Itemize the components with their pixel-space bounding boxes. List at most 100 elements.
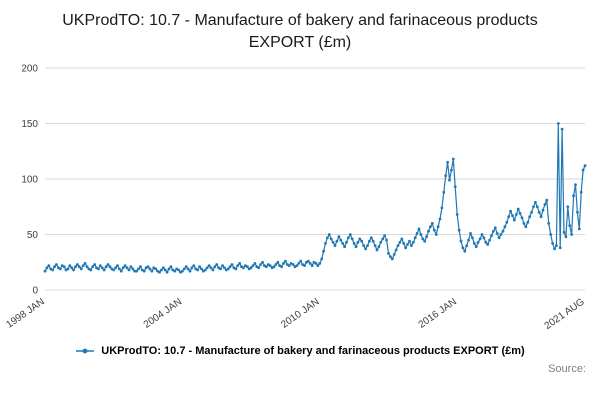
data-point — [177, 268, 181, 272]
data-point — [343, 245, 346, 249]
data-point — [314, 262, 318, 265]
data-point — [562, 231, 566, 234]
data-point — [66, 267, 70, 271]
data-point — [524, 225, 528, 229]
data-point — [541, 208, 545, 212]
data-point — [511, 214, 514, 218]
data-point — [530, 211, 533, 214]
legend-item[interactable]: UKProdTO: 10.7 - Manufacture of bakery a… — [0, 345, 600, 357]
data-point — [337, 235, 341, 239]
data-point — [362, 244, 366, 248]
data-point — [261, 261, 264, 264]
data-point — [253, 262, 257, 265]
data-point — [268, 264, 272, 268]
data-point — [76, 263, 79, 267]
data-point — [377, 245, 381, 249]
data-point — [335, 239, 339, 243]
data-point — [53, 265, 56, 269]
data-point — [451, 157, 455, 161]
data-point — [43, 269, 47, 273]
data-point — [299, 259, 303, 263]
data-point — [173, 269, 177, 273]
data-point — [505, 221, 509, 224]
data-point — [119, 269, 123, 273]
data-point — [98, 264, 102, 268]
data-point — [339, 238, 343, 242]
data-point — [350, 237, 354, 241]
legend-marker-icon — [76, 348, 95, 354]
data-point — [354, 245, 358, 249]
x-tick-label: 2010 JAN — [279, 297, 321, 331]
data-point — [516, 207, 520, 211]
data-point — [465, 244, 469, 248]
data-point — [419, 233, 423, 237]
data-point — [215, 263, 219, 267]
data-point — [484, 241, 488, 244]
data-point — [264, 265, 268, 269]
data-point — [478, 237, 482, 241]
data-point — [389, 255, 392, 259]
x-tick-label: 2004 JAN — [142, 297, 184, 331]
data-point — [455, 213, 459, 217]
data-point — [228, 265, 232, 269]
data-point — [436, 225, 440, 229]
data-point — [303, 264, 306, 268]
data-point — [135, 269, 139, 273]
data-point — [257, 266, 261, 270]
data-point — [507, 215, 511, 219]
data-point — [322, 249, 325, 253]
data-point — [238, 262, 242, 265]
data-point — [158, 270, 161, 274]
data-point — [123, 264, 127, 268]
data-point — [129, 265, 133, 269]
data-point — [347, 236, 350, 240]
data-point — [368, 239, 371, 243]
data-point — [398, 241, 402, 244]
y-tick-label: 50 — [27, 230, 39, 241]
data-point — [207, 264, 211, 268]
data-point — [282, 262, 285, 265]
data-point — [553, 247, 556, 251]
data-point — [163, 268, 167, 272]
data-point — [375, 248, 379, 252]
data-point — [226, 267, 230, 271]
data-point — [211, 268, 215, 272]
data-point — [131, 267, 135, 271]
source-label: Source: — [548, 363, 586, 376]
data-point — [127, 268, 131, 272]
data-point — [192, 264, 196, 268]
data-point — [221, 264, 224, 268]
data-point — [198, 265, 202, 269]
data-point — [320, 257, 324, 261]
data-point — [492, 229, 495, 233]
data-point — [74, 265, 77, 269]
data-point — [499, 233, 503, 237]
data-point — [415, 232, 419, 235]
data-point — [345, 241, 348, 244]
data-point — [327, 233, 331, 237]
data-point — [146, 265, 150, 269]
data-point — [100, 266, 104, 270]
data-point — [427, 229, 430, 233]
data-point — [417, 227, 421, 231]
data-point — [331, 241, 335, 244]
data-point — [408, 239, 411, 243]
y-tick-label: 150 — [21, 119, 38, 130]
data-point — [432, 228, 436, 232]
data-point — [333, 244, 337, 248]
data-point — [318, 262, 322, 265]
data-point — [560, 127, 564, 131]
data-point — [364, 247, 367, 251]
data-point — [410, 244, 413, 248]
data-point — [518, 212, 522, 215]
data-point — [366, 244, 369, 248]
data-point — [150, 269, 154, 273]
data-point — [324, 242, 327, 245]
x-tick-label: 2021 AUG — [543, 297, 587, 333]
y-tick-label: 200 — [21, 64, 38, 75]
line-chart: 0 50 100 150 200 1998 JAN 2004 JAN 2010 JAN 2016… — [4, 64, 587, 333]
y-tick-label: 100 — [21, 175, 38, 186]
data-point — [341, 242, 345, 245]
data-point — [116, 264, 119, 268]
data-point — [476, 241, 480, 244]
